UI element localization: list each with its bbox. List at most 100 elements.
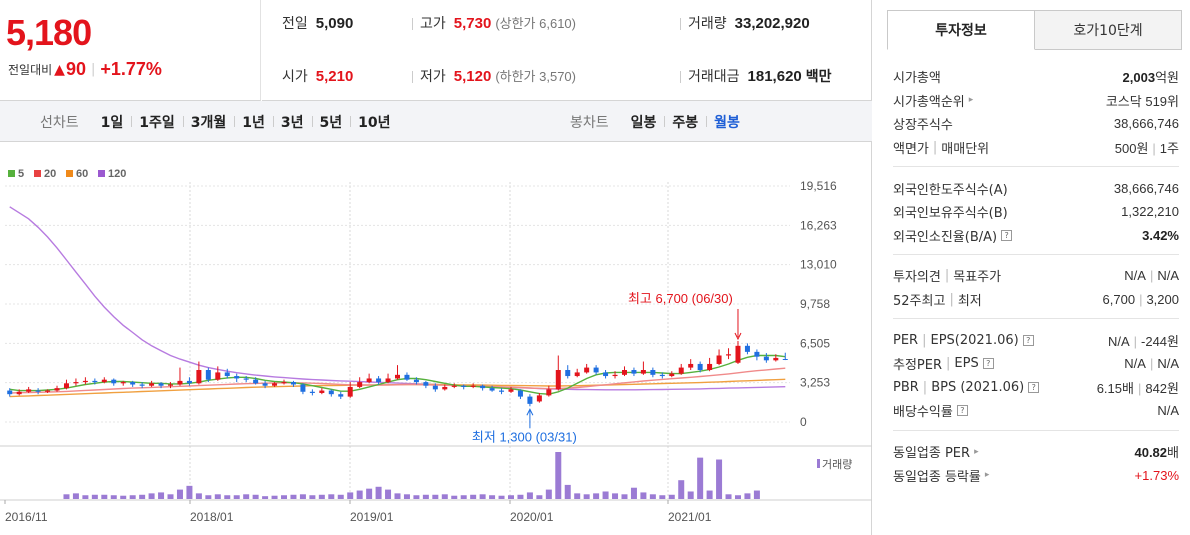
period-1d-button[interactable]: 1일 [100,114,124,131]
divider [412,18,413,30]
line-chart-group: 선차트 1일 1주일 3개월 1년 3년 5년 10년 [40,101,399,142]
volume-bar [470,494,477,499]
legend-swatch [34,170,41,177]
info-label-part: 추정PER [893,358,943,374]
candle-body [262,383,268,386]
volume-bar [649,494,656,499]
stat-low: 저가 5,120 (하한가 3,570) [420,66,576,86]
tab-order-book[interactable]: 호가10단계 [1035,10,1182,50]
period-3y-button[interactable]: 3년 [272,112,312,132]
stat-value: 181,620 [747,68,802,85]
candle-body [272,383,278,386]
info-value-part: 3,200 [1146,292,1179,308]
info-value-part: N/A [1107,333,1130,349]
info-value-part: 500원 [1114,141,1149,157]
daily-candle-button[interactable]: 일봉 [630,114,657,131]
volume-bar [479,494,486,499]
tab-investment-info[interactable]: 투자정보 [887,10,1035,50]
divider [680,18,681,30]
stat-volume: 거래량 33,202,920 [688,13,810,33]
volume-bar [460,495,467,499]
legend-label: 120 [108,168,126,180]
x-tick-label: 2016/11 [5,510,48,524]
volume-bar [309,495,316,499]
volume-bar [385,489,392,499]
candle-body [574,372,580,377]
volume-bar [678,480,685,499]
info-row[interactable]: 동일업종 PER ▸ 40.82배 [893,440,1179,464]
help-icon[interactable]: ? [982,358,994,370]
stat-high: 고가 5,730 (상한가 6,610) [420,13,576,33]
volume-legend-label: 거래량 [822,458,852,471]
divider: | [1139,292,1143,308]
candle-body [186,380,192,384]
period-1w-button[interactable]: 1주일 [131,112,183,132]
info-row[interactable]: 동일업종 등락률 ▸ +1.73% [893,463,1179,487]
info-row: 52주최고 | 최저 6,700 | 3,200 [893,288,1179,312]
high-arrow-head [734,332,742,341]
volume-bar [451,495,458,499]
info-label: 시가총액 [893,71,941,87]
info-group-foreign: 외국인한도주식수(A) 38,666,746 외국인보유주식수(B) 1,322… [893,167,1179,256]
candle-body [26,389,32,392]
info-label-part: 배당수익률 [893,405,953,421]
info-label: 52주최고 | 최저 [893,290,982,309]
info-value-part: N/A [1157,268,1179,284]
volume-bar [91,494,98,499]
info-label-part: 52주최고 [893,294,946,310]
info-row: 시가총액 2,003억원 [893,65,1179,89]
volume-bar [403,494,410,499]
info-value: 2,003억원 [1123,67,1179,86]
candle-body [480,385,486,389]
divider: | [944,268,950,284]
candle-body [120,382,126,384]
stat-label: 거래대금 [688,69,740,85]
help-icon[interactable]: ? [1028,381,1040,393]
candle-body [309,391,315,393]
volume-bar [205,495,212,499]
candle-body [640,370,646,374]
volume-bar [290,494,297,499]
info-row[interactable]: 시가총액순위 ▸ 코스닥 519위 [893,89,1179,113]
volume-bar [394,493,401,499]
info-row: 상장주식수 38,666,746 [893,112,1179,136]
stat-sub: (하한가 3,570) [495,69,576,84]
candle-body [16,391,22,395]
info-row: 투자의견 | 목표주가 N/A | N/A [893,264,1179,288]
volume-bar [101,494,108,499]
volume-bar [668,494,675,499]
monthly-candle-button[interactable]: 월봉 [706,112,748,132]
volume-bar [725,494,732,499]
price-summary: 5,180 전일대비 ▲ 90 | +1.77% [0,0,261,101]
period-3m-button[interactable]: 3개월 [182,112,235,132]
volume-bar [176,489,183,499]
weekly-candle-button[interactable]: 주봉 [664,112,706,132]
volume-bar [583,494,590,499]
low-annotation: 최저 1,300 (03/31) [472,429,577,444]
period-5y-button[interactable]: 5년 [311,112,351,132]
candle-body [357,382,363,387]
stat-open: 시가 5,210 [282,66,353,86]
volume-bar [413,495,420,499]
price-chart-svg: 19,516 16,263 13,010 9,758 6,505 3,253 0 5 20 60 1… [0,168,872,524]
info-label: PBR | BPS (2021.06)? [893,380,1040,395]
help-icon[interactable]: ? [1022,334,1034,346]
candle-body [111,379,117,384]
help-icon[interactable]: ? [1001,229,1013,241]
candle-body [82,380,88,383]
legend-swatch [66,170,73,177]
volume-bar [252,494,259,499]
volume-bar [659,495,666,499]
help-icon[interactable]: ? [956,405,968,417]
volume-bar [72,493,79,499]
info-value: 6.15배 | 842원 [1097,378,1179,397]
volume-bar [262,496,269,499]
info-value: 500원 | 1주 [1115,138,1179,157]
candle-body [546,389,552,396]
info-group-valuation: PER | EPS(2021.06)? N/A | -244원 추정PER | EPS? N… [893,319,1179,431]
volume-bar [555,452,562,499]
period-1y-button[interactable]: 1년 [234,112,273,132]
info-group-sector: 동일업종 PER ▸ 40.82배 동일업종 등락률 ▸ +1.73% [893,431,1179,494]
volume-bar [224,495,231,499]
period-10y-button[interactable]: 10년 [350,112,398,132]
